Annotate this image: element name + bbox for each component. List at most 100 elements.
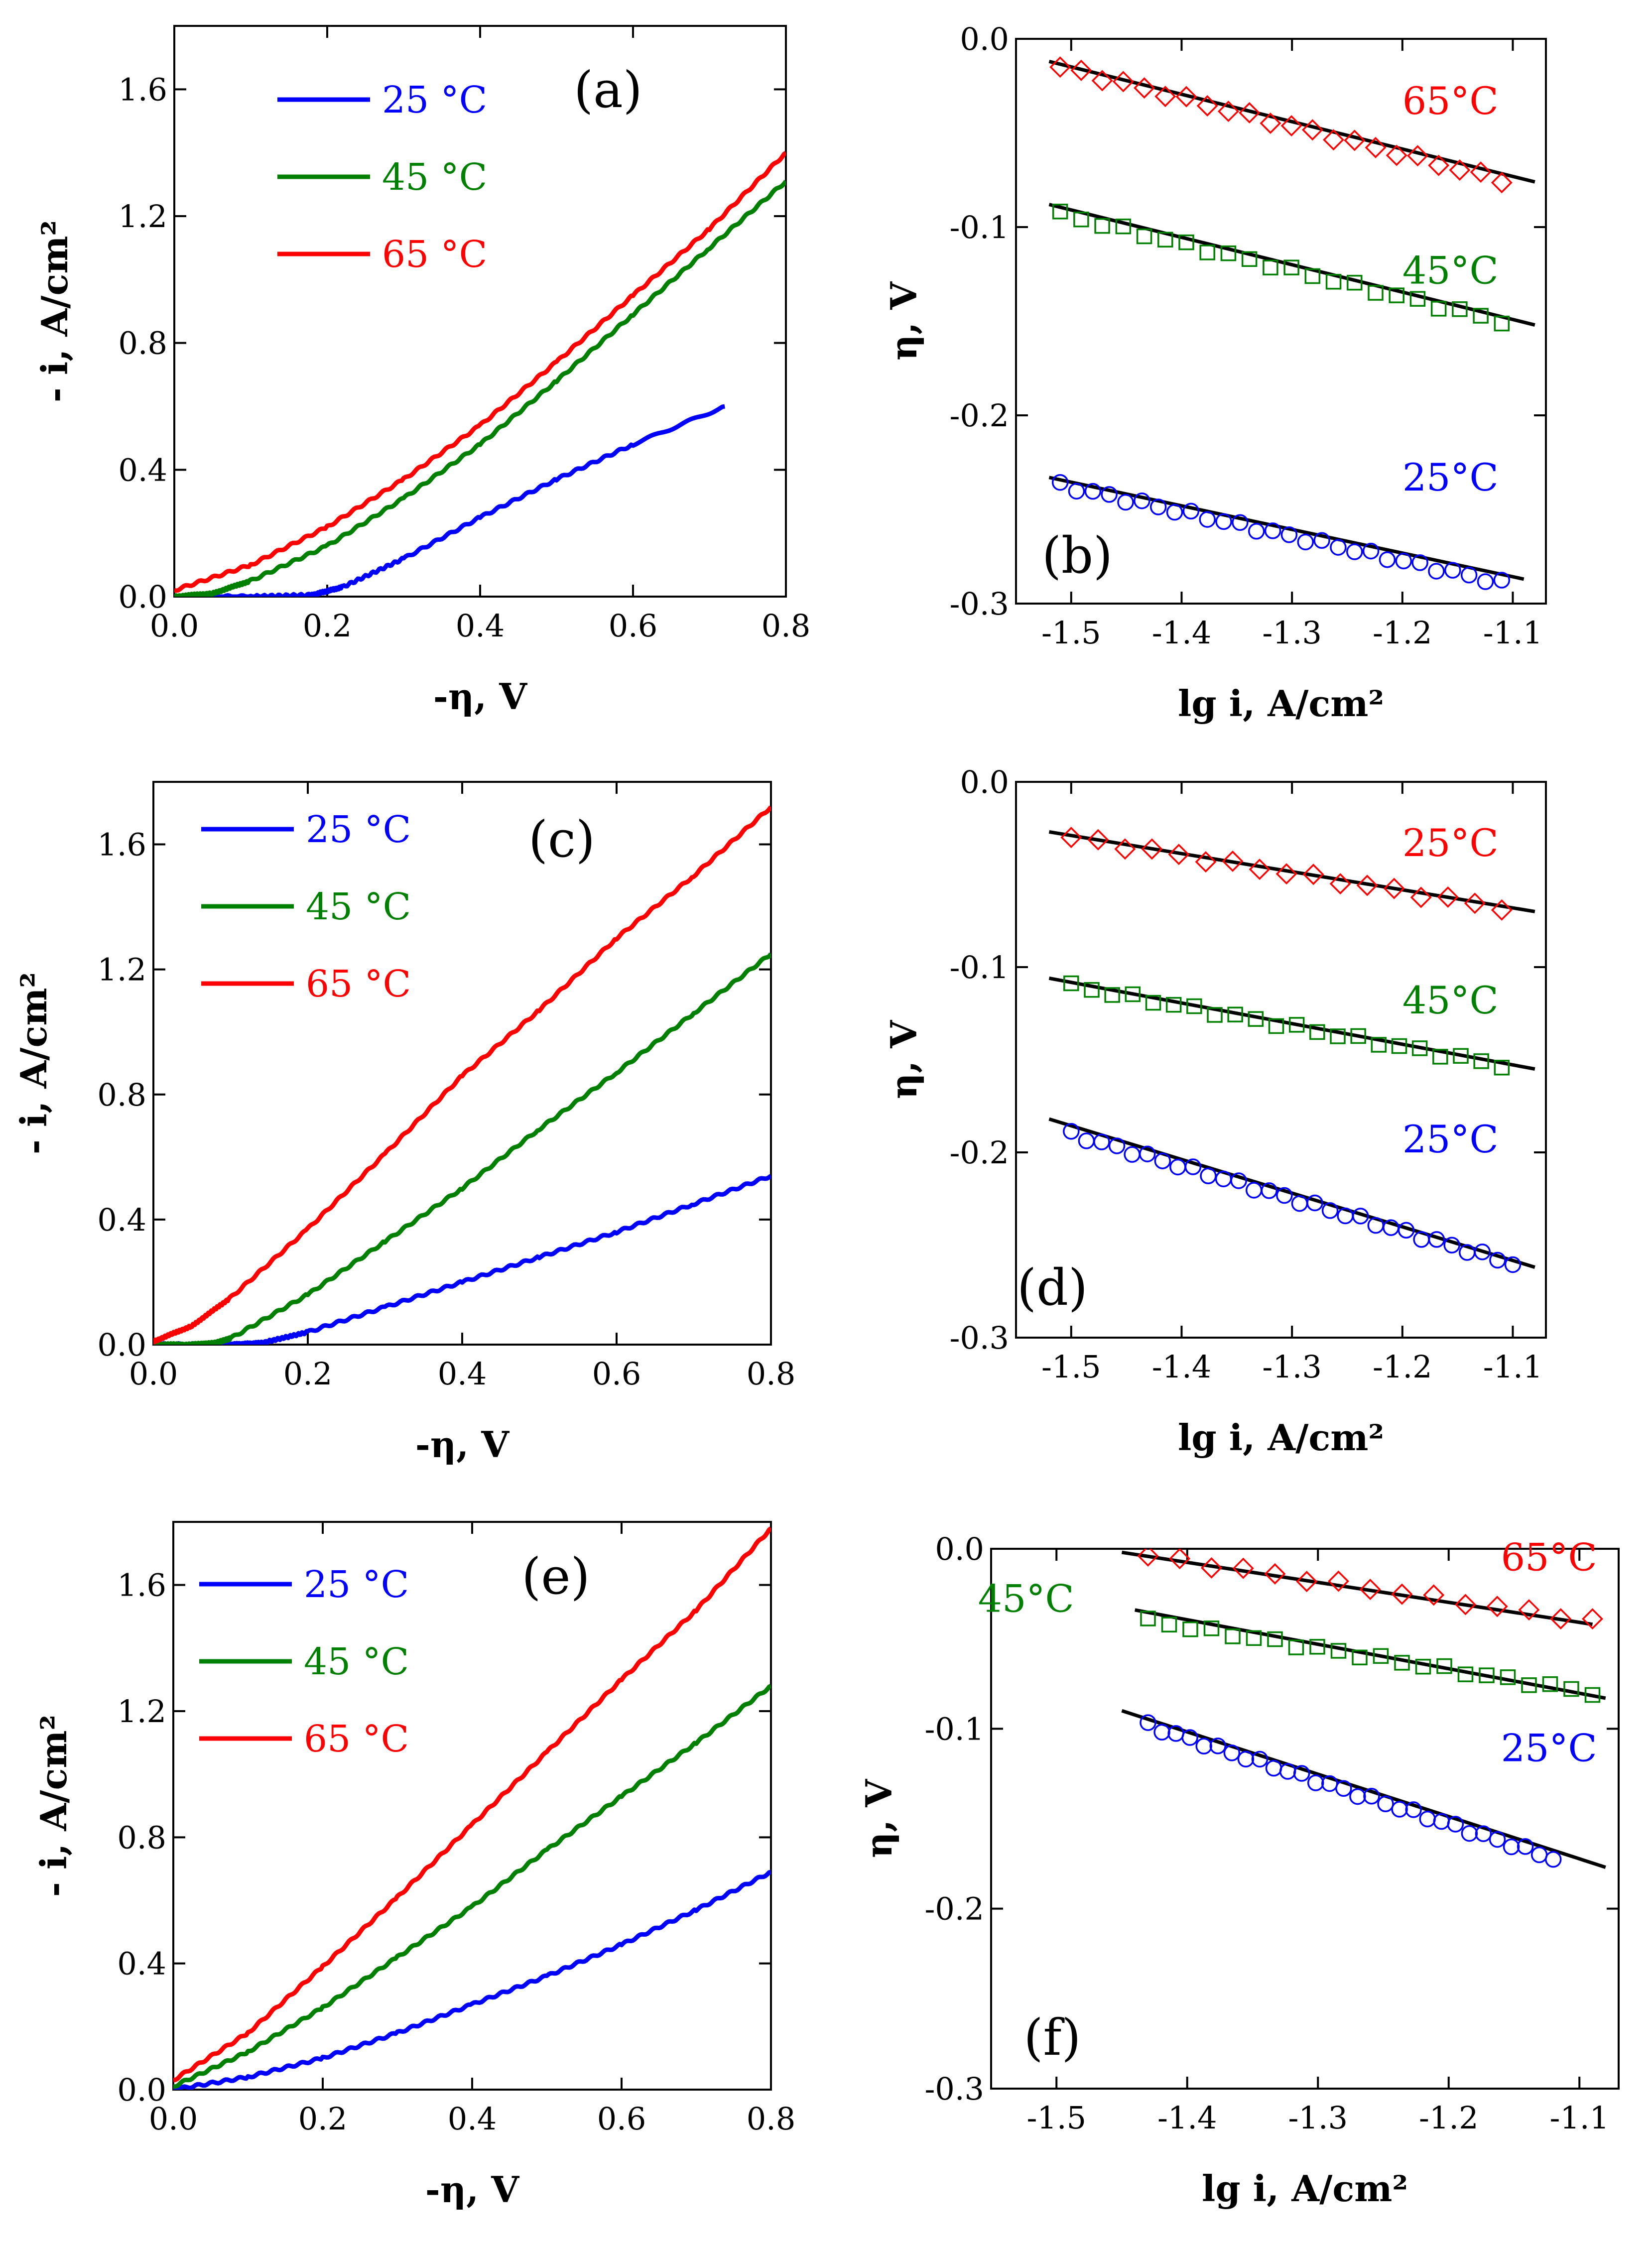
data-point-65-c (1169, 1549, 1191, 1570)
data-point-25-c (1200, 1167, 1217, 1184)
data-point-65-c (1070, 59, 1092, 81)
data-point-25-c (1280, 526, 1298, 543)
data-point-45-c (1207, 1007, 1223, 1023)
y-tick-label: 0.8 (118, 325, 167, 362)
data-point-45-c (1288, 1017, 1305, 1033)
data-point-25-c (1068, 483, 1085, 500)
y-tick-label: 0.8 (97, 1077, 146, 1113)
data-point-45-c (1542, 1676, 1558, 1692)
legend-label-25-c: 25 °C (306, 808, 411, 851)
series-line-25-c (173, 1870, 771, 2090)
y-tick-label: 0.8 (117, 1819, 166, 1856)
data-point-25-c (1275, 863, 1297, 885)
data-point-25-c (1291, 1195, 1308, 1212)
data-point-65-c (1582, 1608, 1603, 1630)
data-point-45-c (1220, 245, 1237, 261)
data-point-25-c (1195, 1738, 1212, 1755)
data-point-25-c (1293, 1765, 1310, 1782)
x-tick-label: 0.2 (298, 2101, 348, 2137)
data-point-45-c (1432, 1049, 1448, 1065)
data-point-45-c (1350, 1028, 1366, 1044)
series-label-45-c: 45°C (1402, 978, 1499, 1022)
data-point-45-c (1157, 232, 1173, 248)
data-point-25-c (1477, 573, 1494, 590)
data-point-25-c (1087, 829, 1109, 851)
data-point-25-c (1051, 474, 1069, 491)
plot-frame (1015, 38, 1547, 605)
chart-panel-c: 0.0 0.2 0.4 0.6 0.8 0.0 0.4 0.8 1.2 1.6 -η, V - i, … (12, 781, 795, 1466)
data-point-65-c (1455, 1594, 1476, 1616)
fit-line-25-c (1121, 1709, 1606, 1869)
series-label-25-c: 25°C (1501, 1726, 1597, 1770)
data-point-45-c (1063, 975, 1079, 992)
data-point-65-c (1280, 115, 1302, 137)
data-point-25-c (1249, 859, 1271, 880)
x-tick-label: -1.2 (1419, 2100, 1479, 2136)
data-point-45-c (1452, 301, 1468, 317)
data-point-25-c (1489, 1831, 1506, 1848)
data-point-25-c (1410, 886, 1432, 908)
data-point-45-c (1267, 1631, 1283, 1647)
data-point-65-c (1491, 172, 1513, 194)
data-point-25-c (1489, 1251, 1506, 1269)
y-tick-label: 0.0 (117, 2072, 166, 2108)
legend-label-65-c: 65 °C (304, 1718, 409, 1760)
data-point-25-c (1264, 522, 1281, 539)
data-point-45-c (1500, 1669, 1516, 1685)
y-tick-label: -0.2 (949, 397, 1009, 434)
data-point-45-c (1371, 1037, 1387, 1053)
x-tick-label: 0.4 (438, 1356, 487, 1392)
data-point-65-c (1301, 119, 1323, 141)
x-tick-label: -1.3 (1262, 1349, 1322, 1385)
y-tick-label: -0.2 (949, 1134, 1009, 1171)
y-axis-label: η, V (883, 281, 925, 361)
panel-label: (f) (1023, 2008, 1081, 2067)
data-point-65-c (1391, 1583, 1413, 1605)
data-point-25-c (1237, 1750, 1255, 1768)
data-point-45-c (1411, 1040, 1428, 1056)
x-tick-label: 0.2 (283, 1356, 333, 1392)
data-point-25-c (1153, 1724, 1170, 1741)
y-tick-label: 1.2 (117, 1693, 166, 1730)
x-tick-label: -1.1 (1483, 1349, 1543, 1385)
data-point-45-c (1225, 1628, 1241, 1644)
data-point-25-c (1276, 1187, 1293, 1204)
fit-line-65-c (1121, 1550, 1593, 1626)
y-axis-label: - i, A/cm² (32, 1715, 75, 1897)
x-tick-label: -1.2 (1373, 1349, 1432, 1385)
data-point-45-c (1479, 1667, 1495, 1683)
data-point-25-c (1504, 1256, 1522, 1273)
data-point-25-c (1395, 552, 1412, 570)
data-point-45-c (1373, 1648, 1389, 1664)
x-axis-label: -η, V (425, 2168, 519, 2211)
data-point-25-c (1321, 1202, 1339, 1219)
data-point-25-c (1491, 899, 1513, 921)
x-tick-label: -1.4 (1157, 2100, 1217, 2136)
panel-label: (a) (574, 61, 642, 119)
data-point-65-c (1323, 129, 1345, 151)
series-line-65-c (173, 1526, 771, 2083)
data-point-25-c (1117, 494, 1134, 511)
data-point-25-c (1141, 838, 1163, 860)
data-point-25-c (1060, 827, 1082, 849)
x-tick-label: 0.4 (456, 608, 505, 644)
legend-label-25-c: 25 °C (304, 1563, 409, 1606)
plot-frame (152, 781, 772, 1346)
x-tick-label: 0.0 (150, 608, 199, 644)
x-axis-label: lg i, A/cm² (1178, 682, 1384, 725)
data-point-65-c (1154, 86, 1176, 108)
data-point-65-c (1239, 102, 1261, 124)
data-point-25-c (1391, 1801, 1408, 1818)
x-tick-label: -1.4 (1152, 615, 1212, 651)
data-point-45-c (1165, 997, 1182, 1013)
data-point-25-c (1248, 522, 1265, 540)
series-label-25-c: 25°C (1402, 1117, 1499, 1161)
legend-label-45-c: 45 °C (306, 885, 411, 928)
data-point-45-c (1325, 273, 1342, 290)
series-line-65-c (174, 151, 786, 593)
data-point-65-c (1049, 56, 1071, 78)
data-point-65-c (1137, 1549, 1159, 1567)
data-point-25-c (1084, 483, 1102, 500)
legend-label-25-c: 25 °C (382, 79, 487, 122)
data-point-25-c (1349, 1788, 1366, 1805)
